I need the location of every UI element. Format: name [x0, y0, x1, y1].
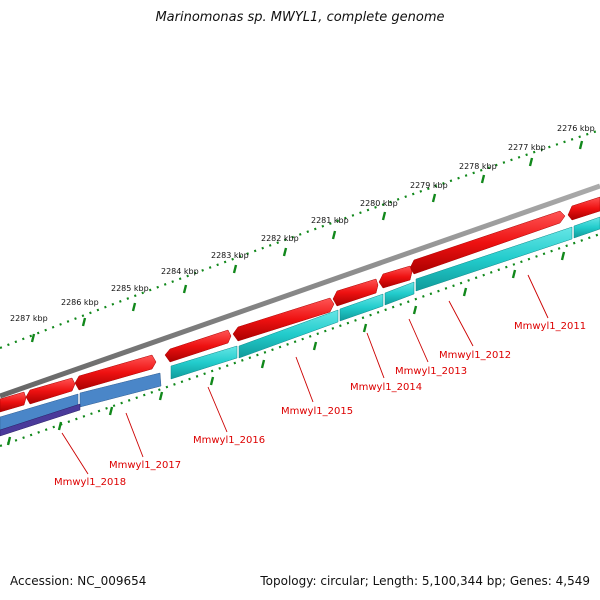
cds-band [0, 403, 81, 437]
scale-label: 2282 kbp [261, 234, 299, 243]
scale-arc [0, 128, 600, 350]
scale-label: 2276 kbp [557, 124, 595, 133]
leader-lines [61, 274, 549, 475]
cds-band [79, 372, 162, 408]
forward-genes [0, 196, 600, 413]
inner-ticks [6, 251, 566, 446]
cds-band [339, 293, 384, 322]
scale-label: 2287 kbp [10, 314, 48, 323]
gene-labels: Mmwyl1_2011 Mmwyl1_2012 Mmwyl1_2013 Mmwy… [54, 321, 586, 488]
scale-label: 2284 kbp [161, 267, 199, 276]
cds-band [384, 281, 415, 306]
scale-label: 2277 kbp [508, 143, 546, 152]
scale-label: 2280 kbp [360, 199, 398, 208]
scale-labels: 2276 kbp 2277 kbp 2278 kbp 2279 kbp 2280… [10, 124, 595, 323]
accession-text: Accession: NC_009654 [10, 574, 147, 588]
gene-label: Mmwyl1_2016 [193, 435, 265, 446]
gene-label: Mmwyl1_2011 [514, 321, 586, 332]
gene-label: Mmwyl1_2015 [281, 406, 353, 417]
gene-arrow [164, 329, 232, 363]
gene-label: Mmwyl1_2014 [350, 382, 422, 393]
gene-label: Mmwyl1_2012 [439, 350, 511, 361]
genome-summary-text: Topology: circular; Length: 5,100,344 bp… [260, 574, 590, 588]
map-title: Marinomonas sp. MWYL1, complete genome [155, 10, 445, 25]
scale-major-ticks [30, 140, 584, 343]
scale-label: 2278 kbp [459, 162, 497, 171]
cds-bands [0, 216, 600, 437]
gene-arrow [378, 265, 413, 289]
scale-label: 2279 kbp [410, 181, 448, 190]
cds-band [238, 309, 339, 359]
cds-band [415, 226, 573, 292]
gene-arrow [0, 391, 27, 413]
gene-arrow [232, 297, 335, 342]
gene-arrow [332, 278, 379, 307]
scale-label: 2283 kbp [211, 251, 249, 260]
genome-backbone [0, 183, 600, 399]
gene-label: Mmwyl1_2013 [395, 366, 467, 377]
inner-scale-arc [0, 232, 600, 448]
scale-label: 2281 kbp [311, 216, 349, 225]
gene-label: Mmwyl1_2017 [109, 460, 181, 471]
cds-band [170, 345, 238, 380]
gene-arrow [74, 354, 157, 391]
gene-label: Mmwyl1_2018 [54, 477, 126, 488]
cds-band [573, 216, 600, 239]
gene-arrow [25, 377, 76, 405]
scale-label: 2286 kbp [61, 298, 99, 307]
gene-arrow [567, 196, 600, 221]
scale-label: 2285 kbp [111, 284, 149, 293]
